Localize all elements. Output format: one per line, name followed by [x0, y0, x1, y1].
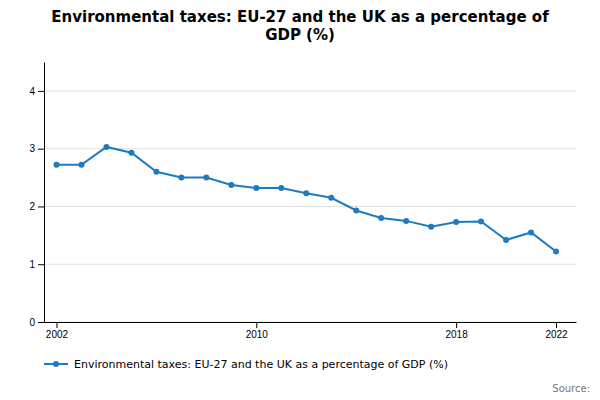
- title-line: Environmental taxes: EU-27 and the UK as…: [51, 8, 549, 26]
- x-axis-line: [45, 322, 577, 323]
- y-tick: 4: [29, 86, 44, 97]
- point: [403, 218, 409, 224]
- point: [353, 207, 359, 213]
- point: [278, 185, 284, 191]
- x-tick: 2010: [246, 322, 269, 340]
- title: Environmental taxes: EU-27 and the UK as…: [51, 8, 549, 44]
- marks: [53, 144, 559, 255]
- point: [103, 144, 109, 150]
- grid-line: [44, 90, 576, 91]
- point: [203, 175, 209, 181]
- chart: Environmental taxes: EU-27 and the UK as…: [0, 0, 600, 400]
- x-tick-label: 2022: [545, 329, 568, 340]
- y-axis: 0 1 2 3 4: [29, 63, 44, 328]
- y-tick-mark: [38, 264, 44, 265]
- point: [153, 169, 159, 175]
- y-tick-label: 2: [29, 201, 35, 212]
- grid-line: [44, 206, 576, 207]
- point: [428, 224, 434, 230]
- y-tick-label: 0: [29, 317, 35, 328]
- annotation: Source:: [552, 383, 590, 394]
- y-tick-mark: [38, 322, 44, 323]
- x-tick: 2018: [445, 322, 468, 340]
- y-tick-label: 4: [29, 86, 35, 97]
- x-tick-mark: [256, 322, 257, 328]
- x-axis: 2002 2010 2018 2022: [45, 322, 577, 340]
- y-tick-mark: [38, 149, 44, 150]
- title-line: GDP (%): [265, 26, 335, 44]
- x-tick-mark: [456, 322, 457, 328]
- grid-line: [44, 322, 576, 323]
- point: [253, 185, 259, 191]
- legend-label: Environmental taxes: EU-27 and the UK as…: [74, 358, 448, 371]
- point: [128, 150, 134, 156]
- x-tick-mark: [556, 322, 557, 328]
- y-tick-mark: [38, 206, 44, 207]
- x-tick-label: 2018: [445, 329, 468, 340]
- y-tick: 0: [29, 317, 44, 328]
- y-tick: 3: [29, 143, 44, 154]
- legend-item: Environmental taxes: EU-27 and the UK as…: [44, 358, 448, 371]
- x-tick: 2022: [545, 322, 568, 340]
- point: [228, 182, 234, 188]
- y-tick: 2: [29, 201, 44, 212]
- x-tick-label: 2010: [246, 329, 269, 340]
- plot: 2002 2010 2018 2022 0 1 2 3 4: [29, 63, 576, 341]
- point: [328, 195, 334, 201]
- y-tick-mark: [38, 91, 44, 92]
- point: [53, 162, 59, 168]
- x-tick: 2002: [46, 322, 69, 340]
- y-tick: 1: [29, 259, 44, 270]
- legend: Environmental taxes: EU-27 and the UK as…: [44, 358, 448, 371]
- point: [553, 249, 559, 255]
- point: [378, 215, 384, 221]
- line: [56, 147, 556, 252]
- legend-marker: [53, 361, 59, 367]
- point: [78, 162, 84, 168]
- y-tick-label: 1: [29, 259, 35, 270]
- point: [178, 175, 184, 181]
- y-axis-line: [44, 63, 45, 323]
- y-tick-label: 3: [29, 143, 35, 154]
- point: [453, 219, 459, 225]
- x-tick-mark: [56, 322, 57, 328]
- point: [478, 218, 484, 224]
- point: [303, 190, 309, 196]
- point: [528, 229, 534, 235]
- point: [503, 237, 509, 243]
- grid: [44, 91, 576, 322]
- x-tick-label: 2002: [46, 329, 69, 340]
- grid-line: [44, 148, 576, 149]
- grid-line: [44, 264, 576, 265]
